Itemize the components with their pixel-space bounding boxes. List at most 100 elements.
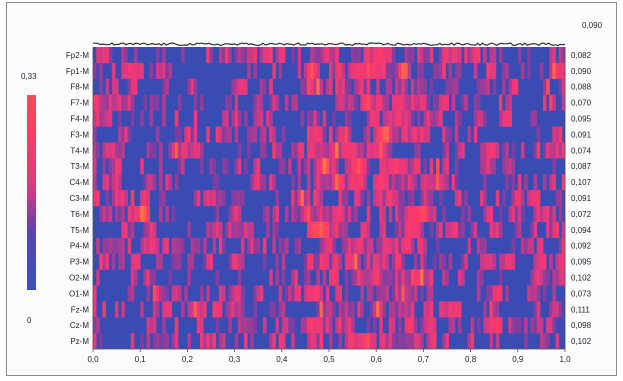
heatmap-cell — [417, 94, 421, 111]
heatmap-cell — [407, 221, 412, 238]
heatmap-cell — [269, 301, 273, 318]
heatmap-cell — [215, 317, 220, 334]
heatmap-cell — [127, 237, 132, 254]
heatmap-cell — [313, 253, 317, 270]
heatmap-cell — [470, 47, 475, 64]
heatmap-cell — [102, 253, 106, 270]
heatmap-cell — [555, 269, 560, 286]
heatmap-cell — [240, 221, 245, 238]
heatmap-cell — [284, 94, 289, 111]
heatmap-cell — [423, 317, 427, 334]
heatmap-cell — [357, 142, 361, 159]
row-label-t4: T4-M — [70, 146, 89, 155]
heatmap-cell — [398, 285, 402, 302]
heatmap-cell — [470, 317, 475, 334]
heatmap-cell — [369, 237, 374, 254]
heatmap-cell — [423, 78, 427, 95]
heatmap-cell — [140, 158, 144, 175]
heatmap-cell — [351, 205, 355, 223]
heatmap-cell — [498, 317, 503, 334]
heatmap-cell — [351, 237, 355, 254]
heatmap-cell — [165, 285, 169, 302]
heatmap-cell — [108, 94, 113, 111]
heatmap-cell — [319, 126, 324, 143]
heatmap-cell — [121, 142, 125, 159]
heatmap-cell — [552, 285, 556, 302]
heatmap-cell — [121, 237, 125, 254]
heatmap-cell — [341, 142, 346, 159]
heatmap-cell — [420, 126, 424, 143]
heatmap-cell — [558, 190, 563, 207]
heatmap-cell — [505, 142, 509, 159]
heatmap-cell — [536, 205, 541, 223]
heatmap-cell — [313, 47, 317, 64]
heatmap-cell — [492, 158, 497, 175]
heatmap-cell — [417, 110, 421, 127]
heatmap-cell — [259, 142, 264, 159]
heatmap-cell — [234, 301, 239, 318]
heatmap-cell — [401, 78, 405, 95]
heatmap-cell — [404, 62, 409, 79]
heatmap-cell — [193, 142, 198, 159]
row-label-pz: Pz-M — [70, 337, 89, 346]
heatmap-cell — [420, 205, 424, 223]
heatmap-cell — [363, 142, 368, 159]
heatmap-cell — [228, 47, 232, 64]
heatmap-cell — [467, 237, 471, 254]
heatmap-cell — [549, 221, 553, 238]
heatmap-cell — [294, 205, 298, 223]
heatmap-cell — [363, 126, 368, 143]
heatmap-cell — [335, 94, 339, 111]
heatmap-cell — [363, 333, 368, 350]
heatmap-cell — [379, 269, 383, 286]
heatmap-cell — [470, 333, 475, 350]
heatmap-cell — [341, 237, 346, 254]
heatmap-cell — [244, 221, 248, 238]
heatmap-cell — [435, 237, 440, 254]
heatmap-cell — [162, 94, 166, 111]
heatmap-cell — [489, 62, 494, 79]
heatmap-cell — [306, 174, 311, 191]
heatmap-cell — [391, 333, 396, 350]
heatmap-cell — [209, 47, 213, 64]
heatmap-cell — [225, 158, 229, 175]
heatmap-cell — [379, 62, 383, 79]
heatmap-cell — [313, 78, 317, 95]
heatmap-cell — [476, 78, 481, 95]
heatmap-cell — [401, 301, 405, 318]
heatmap-cell — [527, 237, 531, 254]
heatmap-cell — [458, 110, 462, 127]
heatmap-cell — [143, 190, 147, 207]
heatmap-cell — [105, 47, 110, 64]
heatmap-cell — [329, 221, 333, 238]
heatmap-cell — [489, 205, 494, 223]
heatmap-cell — [542, 269, 547, 286]
heatmap-cell — [341, 126, 346, 143]
heatmap-cell — [539, 205, 544, 223]
heatmap-cell — [143, 221, 147, 238]
heatmap-cell — [448, 126, 453, 143]
heatmap-cell — [209, 158, 213, 175]
heatmap-cell — [480, 253, 484, 270]
heatmap-cell — [215, 221, 220, 238]
heatmap-cell — [376, 253, 380, 270]
heatmap-cell — [357, 333, 361, 350]
heatmap-cell — [341, 317, 346, 334]
heatmap-cell — [234, 94, 239, 111]
heatmap-cell — [448, 317, 453, 334]
heatmap-cell — [432, 110, 437, 127]
heatmap-cell — [199, 158, 204, 175]
heatmap-cell — [555, 62, 560, 79]
heatmap-cell — [354, 47, 358, 64]
heatmap-cell — [149, 94, 154, 111]
heatmap-cell — [322, 205, 327, 223]
heatmap-cell — [388, 158, 393, 175]
heatmap-cell — [288, 317, 292, 334]
heatmap-cell — [561, 237, 566, 254]
heatmap-cell — [511, 205, 516, 223]
heatmap-cell — [118, 237, 122, 254]
heatmap-cell — [413, 174, 418, 191]
heatmap-cell — [124, 221, 129, 238]
heatmap-cell — [118, 126, 122, 143]
heatmap-cell — [121, 205, 125, 223]
